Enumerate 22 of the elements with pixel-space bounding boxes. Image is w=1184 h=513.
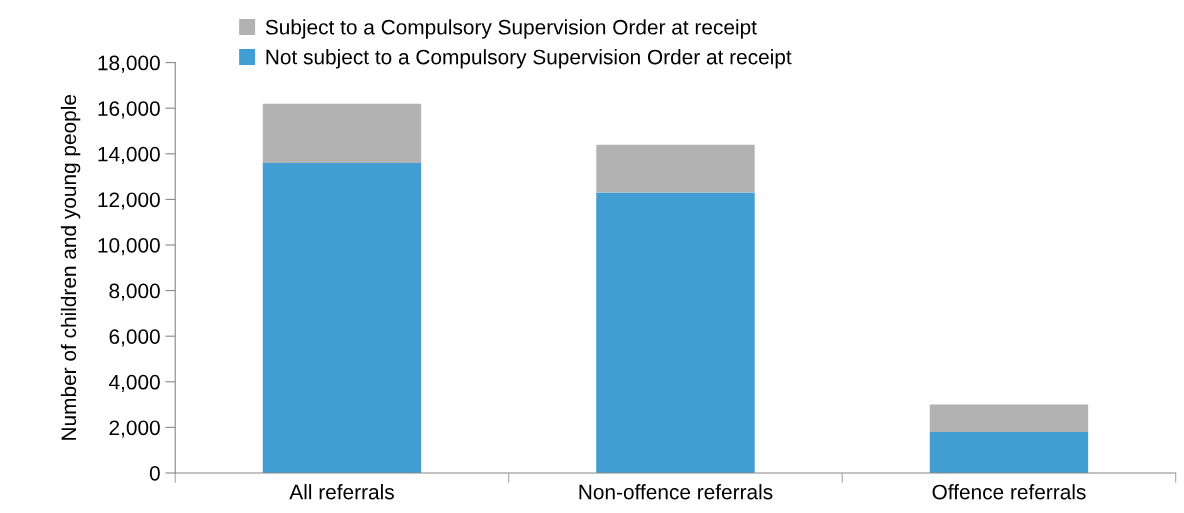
bar <box>929 431 1089 473</box>
y-tick-label: 12,000 <box>98 192 160 210</box>
x-tick-label: Offence referrals <box>932 484 1086 500</box>
y-tick-label: 14,000 <box>98 146 160 164</box>
y-tick-label: 10,000 <box>98 237 160 256</box>
legend-label: Not subject to a Compulsory Supervision Order at receipt <box>266 49 792 69</box>
y-tick-label: 16,000 <box>98 101 160 119</box>
bar <box>596 192 755 473</box>
y-axis-title: Number of children and young people <box>60 94 81 440</box>
x-tick-label: Non-offence referrals <box>579 484 773 500</box>
y-tick-label: 0 <box>149 465 160 481</box>
legend-label: Subject to a Compulsory Supervision Order at receipt <box>265 19 757 39</box>
bar <box>262 162 422 473</box>
bar <box>596 144 755 193</box>
x-tick-label: All referrals <box>289 484 394 500</box>
y-tick-label: 2,000 <box>109 420 160 438</box>
y-tick-label: 4,000 <box>109 374 160 392</box>
bar <box>262 103 422 163</box>
bar <box>929 404 1089 432</box>
y-tick-label: 8,000 <box>109 283 160 301</box>
y-tick-label: 6,000 <box>109 329 160 347</box>
y-tick-label: 18,000 <box>98 55 160 73</box>
